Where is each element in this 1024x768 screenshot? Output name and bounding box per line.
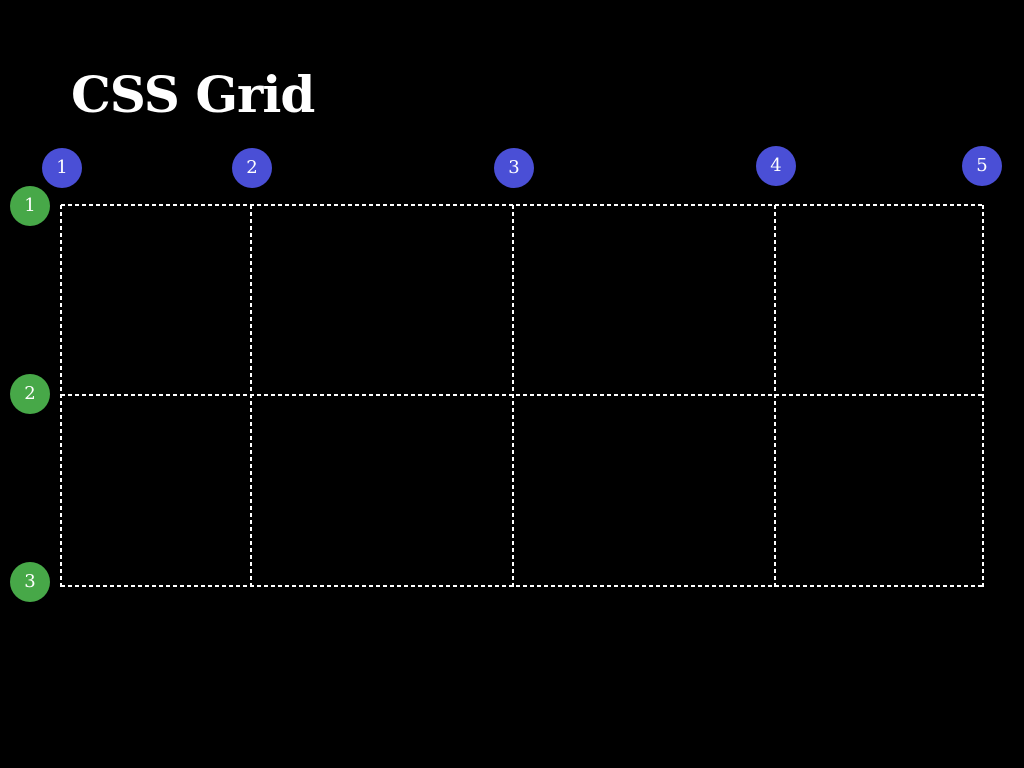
column-line-badge-3: 3: [494, 148, 534, 188]
column-line-badge-1: 1: [42, 148, 82, 188]
row-line-badge-3: 3: [10, 562, 50, 602]
column-line-badge-4: 4: [756, 146, 796, 186]
column-line-badge-5: 5: [962, 146, 1002, 186]
row-line-badge-2: 2: [10, 374, 50, 414]
row-line-badge-1: 1: [10, 186, 50, 226]
column-line-badge-2: 2: [232, 148, 272, 188]
page-title: CSS Grid: [71, 65, 315, 124]
